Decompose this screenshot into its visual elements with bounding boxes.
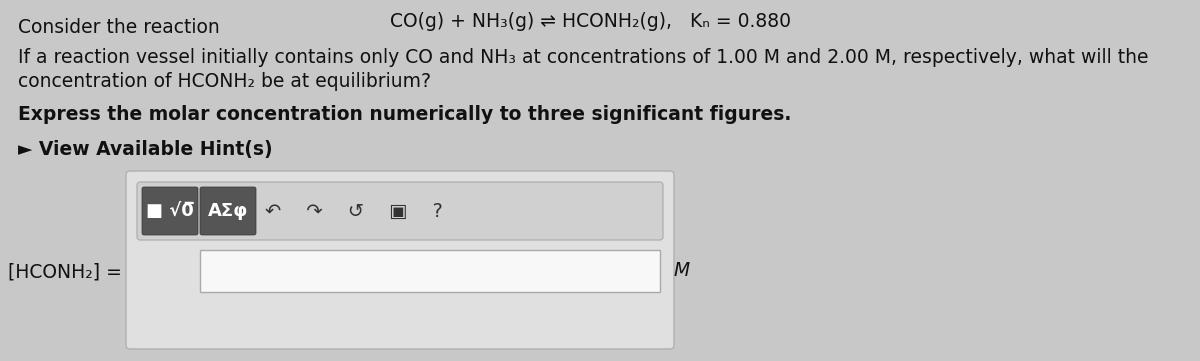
Text: CO(g) + NH₃(g) ⇌ HCONH₂(g),   Kₙ = 0.880: CO(g) + NH₃(g) ⇌ HCONH₂(g), Kₙ = 0.880 [390,12,791,31]
Bar [200,250,660,292]
FancyBboxPatch shape [137,182,662,240]
Text: ■ √0̅: ■ √0̅ [146,202,194,220]
FancyBboxPatch shape [126,171,674,349]
Text: [HCONH₂] =: [HCONH₂] = [8,262,122,282]
Text: ► View Available Hint(s): ► View Available Hint(s) [18,140,272,159]
Text: If a reaction vessel initially contains only CO and NH₃ at concentrations of 1.0: If a reaction vessel initially contains … [18,48,1148,67]
Text: Consider the reaction: Consider the reaction [18,18,220,37]
Text: M: M [674,261,690,280]
FancyBboxPatch shape [200,187,256,235]
Text: concentration of HCONH₂ be at equilibrium?: concentration of HCONH₂ be at equilibriu… [18,72,431,91]
Text: AΣφ: AΣφ [208,202,248,220]
FancyBboxPatch shape [142,187,198,235]
Text: ↶    ↷    ↺    ▣    ?: ↶ ↷ ↺ ▣ ? [265,201,443,221]
Text: Express the molar concentration numerically to three significant figures.: Express the molar concentration numerica… [18,105,791,124]
